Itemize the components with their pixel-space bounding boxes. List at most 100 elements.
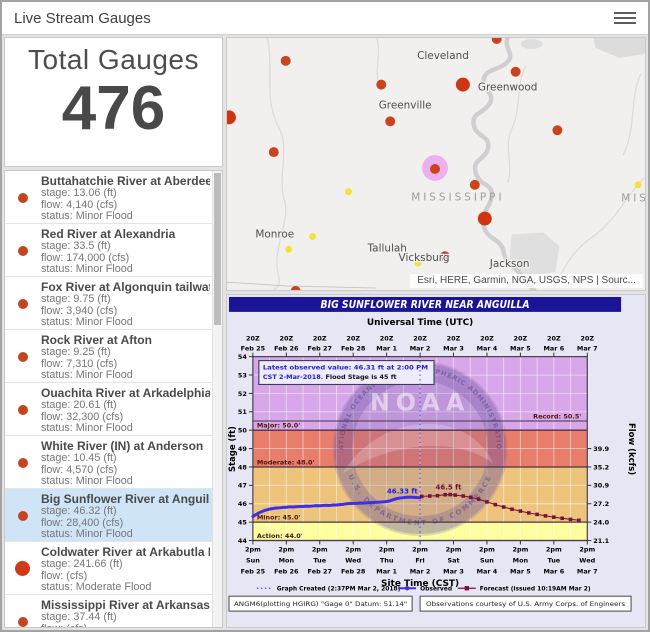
total-gauges-title: Total Gauges: [28, 44, 199, 75]
gauge-stage: stage: 13.06 (ft): [41, 187, 117, 199]
chart-legend: Graph Created (2:37PM Mar 2, 2018) Observ…: [256, 586, 591, 593]
threshold-label: Major: 50.0': [257, 422, 300, 430]
map-label: Vicksburg: [399, 252, 450, 264]
gauge-status: status: Minor Flood: [41, 475, 133, 488]
gauge-status-dot: [18, 352, 28, 362]
gauge-name: Big Sunflower River at Anguilla: [41, 493, 210, 506]
map-label: Greenville: [379, 99, 432, 111]
scrollbar-thumb[interactable]: [214, 173, 221, 325]
gauge-list-item[interactable]: Big Sunflower River at Anguilla stage: 46…: [5, 489, 212, 542]
gauge-flow: flow: 4,570 (cfs): [41, 463, 118, 476]
svg-text:Wed: Wed: [345, 556, 361, 564]
map-label: Jackson: [489, 258, 530, 270]
map-gauge-dot[interactable]: [552, 125, 563, 136]
svg-text:20Z: 20Z: [380, 335, 394, 343]
map-gauge-dot[interactable]: [455, 77, 470, 92]
map-gauge-dot[interactable]: [268, 147, 279, 158]
utc-axis-caption: Universal Time (UTC): [367, 318, 473, 328]
forecast-marker: [501, 505, 506, 509]
svg-text:20Z: 20Z: [246, 335, 260, 343]
chart-axes: 44 21.1 45 24.0 46 27.2 47 30.9 48 35.2 49 39.9 50 51…: [227, 335, 637, 576]
svg-text:Mar 3: Mar 3: [443, 345, 464, 353]
svg-text:Tue: Tue: [547, 556, 560, 564]
svg-text:Mon: Mon: [279, 556, 295, 564]
map-gauge-dot[interactable]: [285, 245, 293, 253]
gauge-list-item[interactable]: White River (IN) at Anderson stage: 10.45…: [5, 436, 212, 489]
hamburger-menu-icon[interactable]: [614, 9, 636, 27]
gauge-name: Coldwater River at Arkabutla Dam: [41, 546, 210, 559]
forecast-marker: [552, 515, 556, 519]
gauge-status-dot: [18, 458, 28, 468]
svg-text:2pm: 2pm: [446, 545, 462, 553]
map-gauge-dot[interactable]: [491, 38, 502, 44]
total-gauges-card: Total Gauges 476: [4, 37, 223, 167]
gauge-list-item[interactable]: Buttahatchie River at Aberdeen stage: 13.…: [5, 171, 212, 224]
app-title: Live Stream Gauges: [14, 9, 151, 27]
forecast-marker: [448, 492, 452, 497]
gauge-list-item[interactable]: Coldwater River at Arkabutla Damstage: 2…: [5, 542, 212, 595]
forecast-marker: [560, 516, 564, 521]
map-gauge-dot[interactable]: [309, 232, 317, 240]
main-layout: Total Gauges 476 Buttahatchie River at A…: [2, 35, 648, 630]
svg-text:2pm: 2pm: [245, 545, 261, 553]
gauge-status: status: Minor Flood: [41, 422, 133, 435]
map-gauge-dot[interactable]: [510, 66, 521, 77]
gauge-status-dot: [18, 617, 28, 627]
gauge-list-scrollbar[interactable]: [212, 171, 222, 627]
selected-map-gauge-dot[interactable]: [430, 164, 440, 174]
svg-text:54: 54: [238, 353, 247, 361]
gauge-stage: stage: 10.45 (ft): [41, 452, 117, 464]
gauge-list-item[interactable]: Fox River at Algonquin tailwater stage: 9…: [5, 277, 212, 330]
map-rivers: [227, 38, 645, 290]
svg-text:20Z: 20Z: [279, 335, 293, 343]
map-gauge-dot[interactable]: [227, 110, 236, 125]
observed-value-annotation: 46.33 ft: [387, 488, 418, 496]
gauge-status-dot: [18, 193, 28, 203]
map-gauge-dot[interactable]: [385, 116, 396, 127]
gauge-status: status: Minor Flood: [41, 316, 133, 329]
gauges-map[interactable]: Cleveland Greenwood Greenville Monroe Tallul…: [227, 38, 645, 290]
gauge-list-item[interactable]: Mississippi River at Arkansas Citystage:…: [5, 595, 212, 627]
forecast-marker: [510, 507, 514, 512]
map-gauge-dot[interactable]: [469, 179, 480, 190]
gauge-flow: flow: 174,000 (cfs): [41, 251, 130, 264]
map-label: MISSISSIPPI: [411, 192, 504, 204]
map-gauge-dot[interactable]: [634, 181, 642, 189]
svg-text:Observed: Observed: [420, 586, 452, 593]
map-panel[interactable]: Cleveland Greenwood Greenville Monroe Tallul…: [226, 37, 646, 291]
map-labels: Cleveland Greenwood Greenville Monroe Tallul…: [254, 49, 645, 272]
svg-text:20Z: 20Z: [480, 335, 494, 343]
map-gauge-dot[interactable]: [376, 79, 387, 90]
map-gauge-dot[interactable]: [344, 188, 352, 196]
svg-text:20Z: 20Z: [580, 335, 594, 343]
flow-axis-title: Flow (kcfs): [627, 423, 637, 475]
gauge-status-dot: [15, 561, 30, 576]
gauge-stage: stage: 9.75 (ft): [41, 293, 111, 305]
svg-text:Feb 27: Feb 27: [308, 567, 332, 575]
map-gauge-dot[interactable]: [439, 251, 450, 262]
gauge-name: White River (IN) at Anderson: [41, 440, 204, 453]
svg-text:Feb 26: Feb 26: [274, 567, 299, 575]
map-gauge-dot[interactable]: [290, 286, 301, 290]
svg-text:35.2: 35.2: [593, 463, 609, 471]
threshold-label: Record: 50.5': [533, 413, 581, 421]
svg-text:2pm: 2pm: [278, 545, 294, 553]
map-urban-areas: [509, 38, 645, 277]
observations-credit-note: Observations courtesy of U.S. Army Corps…: [426, 601, 625, 608]
svg-text:Tue: Tue: [313, 556, 326, 564]
map-gauge-dot[interactable]: [280, 55, 291, 66]
svg-text:50: 50: [238, 427, 247, 435]
chart-title-bar: [228, 296, 622, 312]
gauge-list-item[interactable]: Rock River at Afton stage: 9.25 (ft) flow:…: [5, 330, 212, 383]
svg-text:21.1: 21.1: [593, 537, 609, 545]
svg-text:44: 44: [238, 537, 247, 545]
gauge-list-item[interactable]: Red River at Alexandria stage: 33.5 (ft) f…: [5, 224, 212, 277]
svg-text:24.0: 24.0: [593, 519, 609, 527]
svg-text:NOAA: NOAA: [370, 388, 470, 416]
gauge-stage: stage: 33.5 (ft): [41, 240, 111, 252]
chart-title: BIG SUNFLOWER RIVER NEAR ANGUILLA: [321, 299, 530, 311]
gauge-list-item[interactable]: Ouachita River at Arkadelphia stage: 20.6…: [5, 383, 212, 436]
svg-text:49: 49: [238, 445, 247, 453]
map-gauge-dot[interactable]: [414, 259, 422, 267]
map-gauge-dot[interactable]: [477, 211, 492, 226]
